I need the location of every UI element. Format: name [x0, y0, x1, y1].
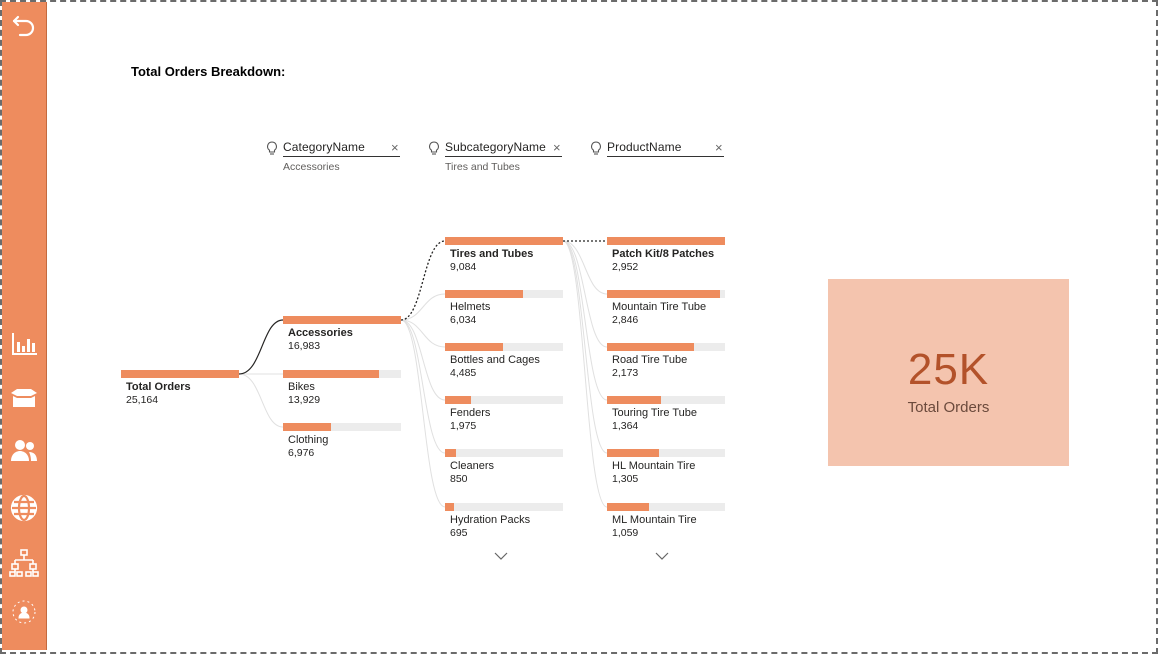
- page-title: Total Orders Breakdown:: [131, 64, 286, 79]
- node-value: 1,305: [612, 473, 639, 485]
- node-bar-fill: [283, 370, 379, 378]
- node-value: 13,929: [288, 394, 321, 406]
- column-selection: Accessories: [283, 161, 340, 173]
- node-label: Touring Tire Tube: [612, 407, 697, 419]
- column-underline: [607, 156, 724, 157]
- close-icon[interactable]: ×: [391, 140, 399, 155]
- kpi-label: Total Orders: [907, 399, 990, 416]
- lightbulb-icon[interactable]: [266, 141, 278, 157]
- node-label: Bikes: [288, 381, 315, 393]
- node-label: Total Orders: [126, 381, 191, 393]
- close-icon[interactable]: ×: [553, 140, 561, 155]
- node-bar-fill: [283, 423, 331, 431]
- column-header-category[interactable]: CategoryName × Accessories: [266, 139, 402, 179]
- column-underline: [283, 156, 400, 157]
- kpi-value: 25K: [907, 345, 990, 394]
- node-bar-fill: [607, 396, 661, 404]
- bar-chart-icon[interactable]: [6, 325, 42, 361]
- network-people-icon[interactable]: [6, 594, 42, 630]
- node-bar-fill: [445, 343, 503, 351]
- node-bar-fill: [607, 237, 725, 245]
- node-value: 850: [450, 473, 468, 485]
- column-underline: [445, 156, 562, 157]
- back-arrow-icon[interactable]: [6, 6, 42, 42]
- column-name: ProductName: [607, 140, 682, 154]
- column-name: CategoryName: [283, 140, 365, 154]
- node-bar-fill: [607, 503, 649, 511]
- node-bar-fill: [607, 290, 720, 298]
- column-header-subcategory[interactable]: SubcategoryName × Tires and Tubes: [428, 139, 564, 179]
- box-icon[interactable]: [6, 380, 42, 416]
- node-bar-fill: [283, 316, 401, 324]
- node-value: 1,059: [612, 527, 639, 539]
- kpi-card: 25K Total Orders: [828, 279, 1069, 466]
- node-label: Helmets: [450, 301, 491, 313]
- node-bar-fill: [445, 503, 454, 511]
- lightbulb-icon[interactable]: [428, 141, 440, 157]
- node-value: 1,975: [450, 420, 477, 432]
- column-name: SubcategoryName: [445, 140, 546, 154]
- node-label: Clothing: [288, 434, 329, 446]
- node-value: 6,034: [450, 314, 477, 326]
- chevron-down-icon[interactable]: [494, 551, 508, 561]
- node-bar-fill: [121, 370, 239, 378]
- node-label: HL Mountain Tire: [612, 460, 696, 472]
- node-value: 695: [450, 527, 468, 539]
- node-value: 16,983: [288, 340, 321, 352]
- chevron-down-icon[interactable]: [655, 551, 669, 561]
- node-value: 25,164: [126, 394, 159, 406]
- node-value: 9,084: [450, 261, 477, 273]
- globe-icon[interactable]: [6, 490, 42, 526]
- column-header-product[interactable]: ProductName ×: [590, 139, 726, 179]
- node-value: 2,846: [612, 314, 639, 326]
- lightbulb-icon[interactable]: [590, 141, 602, 157]
- node-bar-fill: [607, 449, 659, 457]
- node-label: Cleaners: [450, 460, 495, 472]
- node-bar-fill: [445, 290, 523, 298]
- column-selection: Tires and Tubes: [445, 161, 520, 173]
- node-label: Mountain Tire Tube: [612, 301, 707, 313]
- node-label: Hydration Packs: [450, 514, 531, 526]
- hierarchy-icon[interactable]: [6, 545, 42, 581]
- node-value: 2,952: [612, 261, 639, 273]
- node-value: 6,976: [288, 447, 315, 459]
- node-bar-fill: [445, 396, 471, 404]
- node-value: 2,173: [612, 367, 639, 379]
- node-bar-fill: [445, 449, 456, 457]
- node-bar-fill: [445, 237, 563, 245]
- node-value: 1,364: [612, 420, 639, 432]
- node-value: 4,485: [450, 367, 477, 379]
- node-label: ML Mountain Tire: [612, 514, 697, 526]
- node-label: Fenders: [450, 407, 491, 419]
- node-bar-fill: [607, 343, 694, 351]
- node-label: Tires and Tubes: [450, 248, 534, 260]
- close-icon[interactable]: ×: [715, 140, 723, 155]
- navigation-sidebar: [2, 2, 47, 650]
- node-label: Road Tire Tube: [612, 354, 688, 366]
- node-label: Bottles and Cages: [450, 354, 540, 366]
- node-label: Patch Kit/8 Patches: [612, 248, 715, 260]
- users-icon[interactable]: [6, 432, 42, 468]
- node-label: Accessories: [288, 327, 353, 339]
